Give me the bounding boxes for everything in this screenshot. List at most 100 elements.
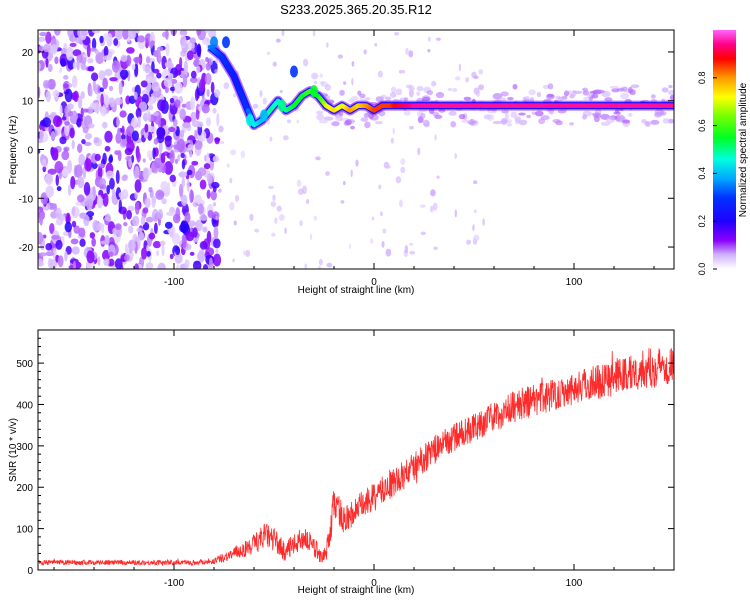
noise-blob: [152, 68, 160, 74]
noise-blob: [240, 150, 246, 159]
noise-blob: [64, 123, 70, 137]
noise-blob: [118, 191, 125, 199]
halo-blob: [365, 97, 371, 101]
noise-blob: [134, 191, 138, 200]
halo-blob: [408, 87, 415, 91]
noise-blob: [63, 83, 69, 89]
noise-blob: [165, 43, 170, 57]
noise-blob: [148, 186, 153, 193]
noise-blob: [72, 61, 78, 69]
noise-blob: [55, 239, 63, 250]
noise-blob: [120, 54, 128, 62]
noise-blob: [395, 176, 402, 184]
noise-blob: [133, 56, 142, 63]
colorbar-label: Normalized spectral amplitude: [738, 82, 749, 217]
noise-blob: [94, 153, 101, 161]
noise-blob: [79, 238, 86, 247]
noise-blob: [38, 86, 41, 99]
noise-blob: [113, 38, 119, 46]
noise-blob: [175, 246, 181, 256]
x-tick-label: 0: [371, 578, 377, 589]
noise-blob: [155, 189, 165, 201]
noise-blob: [67, 30, 75, 38]
halo-blob: [514, 116, 522, 121]
noise-blob: [161, 243, 165, 257]
noise-blob: [124, 147, 133, 156]
noise-blob: [147, 112, 152, 123]
noise-blob: [142, 207, 149, 214]
noise-blob: [93, 102, 100, 114]
noise-blob: [215, 248, 219, 254]
noise-blob: [430, 189, 436, 197]
noise-blob: [49, 222, 55, 235]
noise-blob: [267, 185, 274, 190]
halo-blob: [611, 88, 620, 93]
colorbar-ticks: 0.0 0.2 0.4 0.6 0.8: [697, 72, 717, 275]
noise-blob: [85, 133, 92, 140]
noise-blob: [83, 181, 91, 196]
halo-blob: [416, 85, 424, 92]
halo-blob: [492, 120, 503, 125]
noise-blob: [153, 222, 158, 234]
noise-blob: [57, 255, 64, 268]
noise-blob: [45, 185, 54, 198]
halo-blob: [452, 87, 458, 93]
halo-blob: [478, 84, 485, 91]
noise-blob: [111, 189, 116, 195]
noise-blob: [39, 252, 47, 257]
noise-blob: [220, 140, 225, 144]
noise-blob: [102, 77, 109, 90]
noise-blob: [174, 99, 181, 108]
noise-blob: [342, 181, 346, 186]
halo-blob: [504, 112, 509, 120]
noise-blob: [408, 50, 414, 58]
noise-blob: [197, 121, 204, 128]
noise-blob: [134, 263, 139, 269]
noise-blob: [183, 60, 189, 74]
halo-blob: [423, 122, 430, 128]
noise-blob: [187, 220, 196, 227]
noise-blob: [114, 223, 122, 231]
halo-blob: [620, 92, 629, 100]
noise-blob: [145, 75, 155, 83]
halo-blob: [588, 96, 593, 101]
noise-blob: [212, 155, 220, 163]
noise-blob: [226, 163, 230, 168]
noise-blob: [259, 90, 263, 98]
noise-blob: [95, 52, 105, 64]
noise-blob: [296, 119, 299, 124]
noise-blob: [213, 226, 219, 240]
noise-blob: [50, 130, 56, 141]
halo-blob: [501, 110, 509, 114]
x-tick-label: 0: [371, 277, 377, 288]
snr-y-tick-labels: 0 100 200 300 400 500: [16, 359, 33, 577]
noise-blob: [205, 152, 210, 166]
halo-blob: [627, 113, 633, 117]
noise-blob: [175, 264, 180, 269]
noise-blob: [118, 199, 123, 213]
noise-blob: [43, 43, 51, 53]
noise-blob: [51, 147, 59, 158]
noise-blob: [172, 118, 178, 127]
noise-blob: [416, 91, 420, 96]
halo-blob: [650, 119, 660, 125]
noise-blob: [177, 154, 181, 162]
noise-blob: [417, 147, 421, 156]
noise-blob: [102, 55, 112, 61]
noise-blob: [429, 205, 434, 213]
noise-blob: [169, 253, 174, 260]
halo-blob: [339, 89, 345, 96]
noise-blob: [78, 154, 86, 166]
noise-blob: [276, 205, 282, 212]
noise-blob: [213, 253, 222, 267]
noise-blob: [93, 136, 100, 144]
halo-blob: [461, 119, 472, 123]
noise-blob: [114, 97, 124, 106]
halo-blob: [384, 96, 392, 100]
noise-blob: [181, 103, 187, 108]
noise-blob: [104, 68, 113, 77]
noise-blob: [152, 147, 156, 160]
halo-blob: [535, 110, 544, 117]
noise-blob: [419, 204, 426, 208]
halo-blob: [591, 93, 599, 99]
